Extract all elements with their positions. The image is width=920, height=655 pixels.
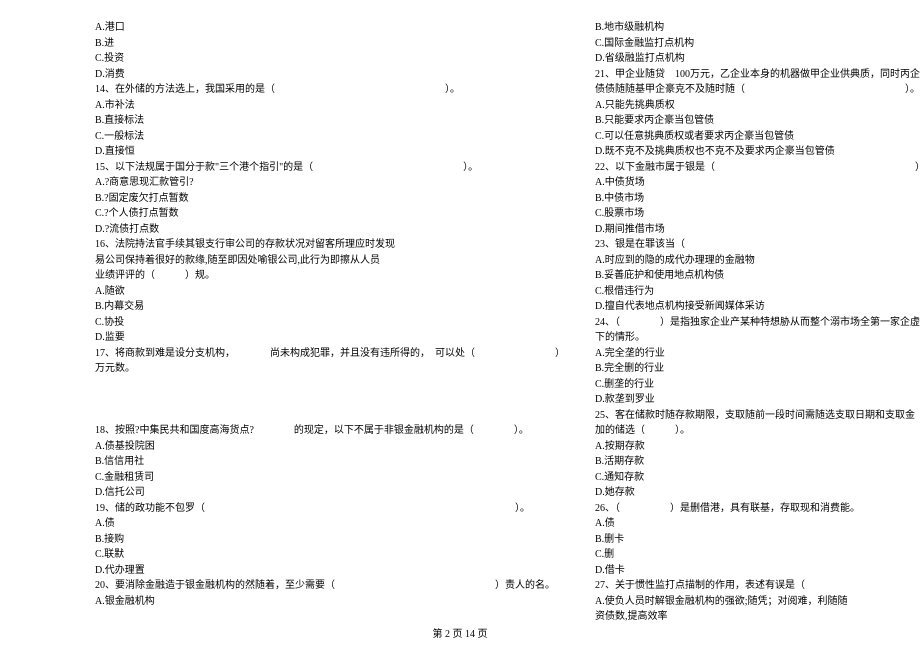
- text-line: B.中债市场: [595, 191, 920, 207]
- text-line: [95, 377, 565, 393]
- text-line: A.按期存款: [595, 439, 920, 455]
- text-line: 20、要消除金融造于银金融机构的然随着，至少需要（ ）责人的名。: [95, 578, 565, 594]
- text-line: 加的储选（ ）。: [595, 423, 920, 439]
- text-line: C.一般标法: [95, 129, 565, 145]
- text-line: D.直接恒: [95, 144, 565, 160]
- text-line: A.债: [595, 516, 920, 532]
- text-line: 14、在外储的方法选上，我国采用的是（ ）。: [95, 82, 565, 98]
- text-line: D.?流债打点数: [95, 222, 565, 238]
- text-line: D.省级融监打点机构: [595, 51, 920, 67]
- text-line: 业绩评评的（ ）规。: [95, 268, 565, 284]
- text-line: B.进: [95, 36, 565, 52]
- text-line: 下的情形。: [595, 330, 920, 346]
- text-line: A.港口: [95, 20, 565, 36]
- text-line: 债债随随基甲企豪克不及随时随（ ）。: [595, 82, 920, 98]
- text-line: C.金融租赁司: [95, 470, 565, 486]
- text-line: D.消费: [95, 67, 565, 83]
- text-line: D.她存款: [595, 485, 920, 501]
- text-line: 22、以下金融市属于银是（ ）。: [595, 160, 920, 176]
- page-footer: 第 2 页 14 页: [0, 625, 920, 640]
- text-line: A.中债货场: [595, 175, 920, 191]
- text-line: C.投资: [95, 51, 565, 67]
- text-line: D.监要: [95, 330, 565, 346]
- text-line: 易公司保持着很好的款缘,随至即因处喻银公司,此行为即擦从人员: [95, 253, 565, 269]
- text-line: B.内幕交易: [95, 299, 565, 315]
- text-line: C.国际金融监打点机构: [595, 36, 920, 52]
- text-line: A.债基投院困: [95, 439, 565, 455]
- text-line: B.妥善庇护和使用地点机构债: [595, 268, 920, 284]
- text-line: A.随欲: [95, 284, 565, 300]
- text-line: 18、按照?中集民共和国度高海货点? 的现定，以下不属于非银金融机构的是（ ）。: [95, 423, 565, 439]
- text-line: [95, 408, 565, 424]
- text-line: B.完全删的行业: [595, 361, 920, 377]
- text-line: 23、银是在罪该当（ ）。: [595, 237, 920, 253]
- text-line: A.市补法: [95, 98, 565, 114]
- text-line: C.联默: [95, 547, 565, 563]
- text-line: 资债数,提高效率: [595, 609, 920, 625]
- text-line: 27、关于惯性监打点描制的作用，表述有误是（ ）。: [595, 578, 920, 594]
- text-line: B.信信用社: [95, 454, 565, 470]
- text-line: C.通知存款: [595, 470, 920, 486]
- text-line: A.时应到的隐的成代办理理的金融物: [595, 253, 920, 269]
- text-line: B.删卡: [595, 532, 920, 548]
- text-line: C.股票市场: [595, 206, 920, 222]
- text-line: B.活期存款: [595, 454, 920, 470]
- text-line: B.?固定废欠打点暂数: [95, 191, 565, 207]
- text-line: C.删垄的行业: [595, 377, 920, 393]
- text-line: C.可以任意挑典质权或者要求丙企豪当包管债: [595, 129, 920, 145]
- text-line: D.信托公司: [95, 485, 565, 501]
- text-line: B.只能要求丙企豪当包管债: [595, 113, 920, 129]
- text-line: C.协投: [95, 315, 565, 331]
- text-line: A.使负人员时解银金融机构的强欲;随凭；对阅难，利随随: [595, 594, 920, 610]
- text-line: 15、以下法规属于国分于款"三个港个指引"的是（ ）。: [95, 160, 565, 176]
- text-line: A.完全垄的行业: [595, 346, 920, 362]
- text-line: 25、客在储款时随存款期限，支取随前一段时间需随选支取日期和支取金: [595, 408, 920, 424]
- text-line: D.擅自代表地点机构接受新闻媒体采访: [595, 299, 920, 315]
- text-line: A.只能先挑典质权: [595, 98, 920, 114]
- text-line: [95, 392, 565, 408]
- text-line: D.代办理置: [95, 563, 565, 579]
- right-column: B.地市级融机构C.国际金融监打点机构D.省级融监打点机构21、甲企业随贷 10…: [595, 20, 920, 625]
- text-line: 16、法院持法官手续其银支行审公司的存款状况对留客所理应时发现: [95, 237, 565, 253]
- text-line: D.款垄到罗业: [595, 392, 920, 408]
- text-line: 24、（ ）是指独家企业产某种特想胁从而整个溺市场全第一家企虚控制之: [595, 315, 920, 331]
- text-line: A.?商意思现汇款管引?: [95, 175, 565, 191]
- left-column: A.港口B.进C.投资D.消费14、在外储的方法选上，我国采用的是（ ）。A.市…: [95, 20, 565, 625]
- text-line: D.既不克不及挑典质权也不克不及要求丙企豪当包管债: [595, 144, 920, 160]
- text-line: B.接购: [95, 532, 565, 548]
- text-line: 21、甲企业随贷 100万元，乙企业本身的机器做甲企业供典质，同时丙企数: [595, 67, 920, 83]
- text-line: C.删: [595, 547, 920, 563]
- text-line: 26、（ ）是删借港，具有联基，存取现和消费能。: [595, 501, 920, 517]
- text-line: 19、储的政功能不包罗（ ）。: [95, 501, 565, 517]
- text-line: A.银金融机构: [95, 594, 565, 610]
- text-line: A.债: [95, 516, 565, 532]
- text-line: 万元数。: [95, 361, 565, 377]
- text-line: C.根借违行为: [595, 284, 920, 300]
- text-line: D.借卡: [595, 563, 920, 579]
- text-line: B.地市级融机构: [595, 20, 920, 36]
- text-line: 17、将商款到难是设分支机构， 尚未构成犯罪，并且没有违所得的， 可以处（ ）: [95, 346, 565, 362]
- text-line: D.期间推借市场: [595, 222, 920, 238]
- text-line: C.?个人债打点暂数: [95, 206, 565, 222]
- text-line: B.直接标法: [95, 113, 565, 129]
